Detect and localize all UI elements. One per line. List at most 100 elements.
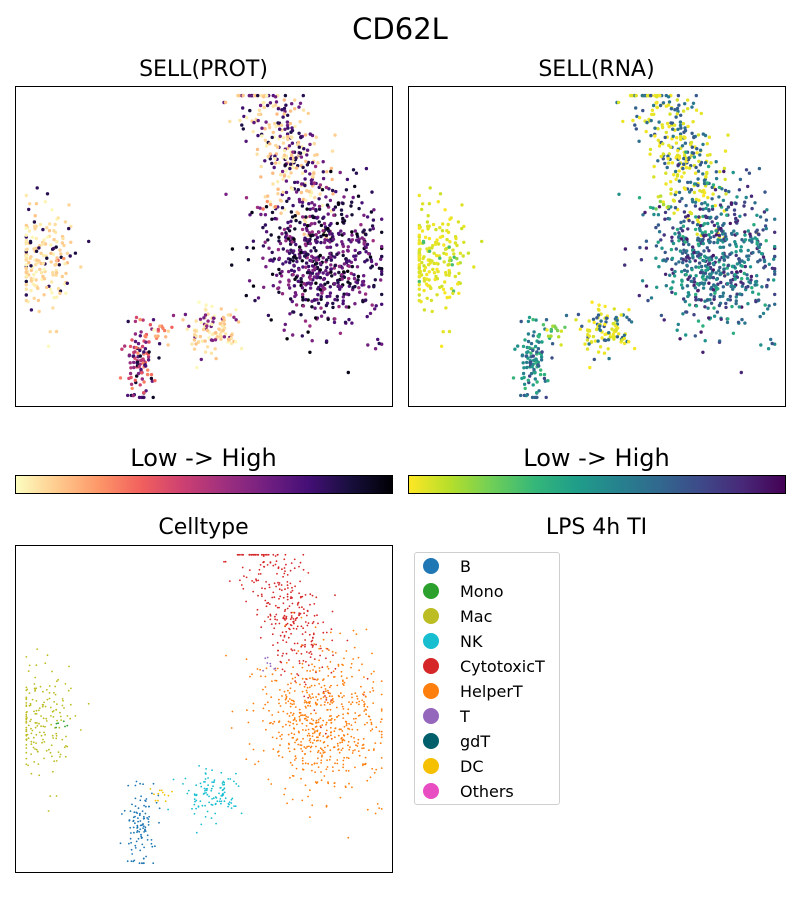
scatter-point <box>248 108 252 113</box>
scatter-point <box>684 259 688 263</box>
panel-title-celltype: Celltype <box>158 515 249 540</box>
scatter-point <box>441 287 446 292</box>
scatter-point <box>303 177 307 181</box>
scatter-point <box>687 156 691 160</box>
scatter-point <box>237 785 240 787</box>
scatter-point <box>693 334 697 338</box>
scatter-point <box>301 265 305 269</box>
scatter-point <box>139 849 142 852</box>
scatter-point <box>290 711 292 714</box>
scatter-point <box>318 192 322 196</box>
scatter-point <box>213 779 216 781</box>
scatter-point <box>773 267 777 271</box>
scatter-point <box>703 271 708 275</box>
scatter-point <box>28 202 32 206</box>
scatter-point <box>291 602 294 605</box>
scatter-point <box>228 803 231 806</box>
scatter-point <box>345 650 348 652</box>
scatter-point <box>292 284 297 288</box>
scatter-point <box>327 667 330 670</box>
scatter-point <box>425 220 430 224</box>
scatter-point <box>305 614 308 617</box>
scatter-point <box>273 205 278 209</box>
scatter-point <box>326 238 330 242</box>
scatter-point <box>218 322 222 326</box>
scatter-point <box>143 831 146 833</box>
scatter-point <box>650 108 655 112</box>
scatter-point <box>266 194 270 198</box>
scatter-point <box>670 256 675 260</box>
scatter-point <box>325 203 330 207</box>
scatter-point <box>204 303 208 307</box>
scatter-point <box>35 664 38 667</box>
scatter-point <box>293 107 297 111</box>
scatter-point <box>139 812 141 815</box>
scatter-point <box>313 614 316 617</box>
scatter-point <box>425 247 429 251</box>
scatter-point <box>698 189 702 193</box>
scatter-point <box>704 174 708 179</box>
scatter-point <box>119 842 122 845</box>
scatter-point <box>309 722 311 725</box>
scatter-point <box>317 197 321 201</box>
scatter-point <box>686 107 690 111</box>
scatter-point <box>363 701 365 703</box>
scatter-point <box>452 255 456 259</box>
scatter-point <box>754 299 758 304</box>
scatter-point <box>66 715 69 717</box>
scatter-point <box>230 247 235 251</box>
scatter-point <box>286 574 289 576</box>
scatter-point <box>322 621 325 624</box>
scatter-point <box>748 265 753 269</box>
scatter-point <box>673 232 677 236</box>
scatter-point <box>679 137 683 142</box>
scatter-point <box>724 207 729 212</box>
scatter-point <box>285 641 288 643</box>
scatter-point <box>153 334 158 338</box>
scatter-point <box>310 745 313 748</box>
scatter-point <box>380 302 384 306</box>
scatter-point <box>207 336 211 340</box>
scatter-point <box>720 187 724 191</box>
scatter-point <box>525 360 529 365</box>
scatter-point <box>716 282 720 286</box>
scatter-point <box>328 223 332 227</box>
scatter-point <box>312 719 315 722</box>
scatter-point <box>44 733 46 736</box>
scatter-point <box>730 304 734 309</box>
scatter-point <box>67 226 71 231</box>
scatter-point <box>686 98 690 102</box>
scatter-point <box>348 701 350 703</box>
scatter-point <box>597 303 601 307</box>
scatter-point <box>290 611 293 614</box>
scatter-point <box>342 763 345 766</box>
scatter-point <box>146 834 149 837</box>
panel-title-prot: SELL(PROT) <box>139 57 268 82</box>
scatter-point <box>294 293 298 297</box>
scatter-point <box>59 753 62 756</box>
scatter-point <box>329 631 332 634</box>
scatter-point <box>152 782 155 785</box>
scatter-point <box>285 617 288 620</box>
scatter-point <box>244 196 249 200</box>
scatter-point <box>325 294 329 299</box>
scatter-point <box>164 335 168 339</box>
scatter-point <box>257 108 262 112</box>
scatter-point <box>301 295 305 299</box>
scatter-point <box>330 699 333 701</box>
scatter-point <box>305 207 309 211</box>
scatter-point <box>283 617 286 620</box>
scatter-point <box>743 321 747 325</box>
scatter-point <box>329 726 332 729</box>
scatter-point <box>292 627 295 630</box>
scatter-point <box>213 338 218 342</box>
scatter-point <box>428 186 432 190</box>
scatter-point <box>655 285 659 289</box>
scatter-point <box>286 595 289 598</box>
scatter-point <box>443 291 447 295</box>
scatter-point <box>288 109 293 113</box>
scatter-point <box>245 600 248 603</box>
scatter-point <box>230 802 233 804</box>
scatter-point <box>326 317 330 321</box>
scatter-point <box>703 305 707 309</box>
